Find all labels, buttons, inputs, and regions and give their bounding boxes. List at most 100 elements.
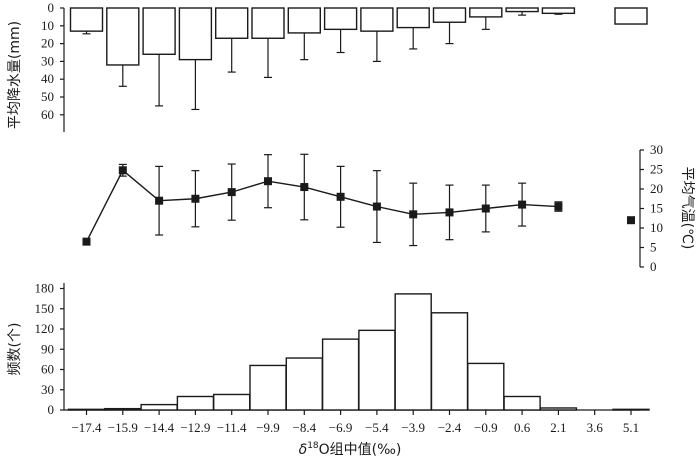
temperature-point xyxy=(336,192,345,201)
temperature-point xyxy=(372,202,381,211)
temperature-point xyxy=(118,166,127,175)
x-axis-title-superscript: 18 xyxy=(307,441,319,451)
precip-bar xyxy=(142,7,176,55)
frequency-bars xyxy=(67,293,650,411)
temperature-point xyxy=(554,202,563,211)
precip-bar xyxy=(614,7,648,25)
frequency-x-ticks: −17.4 −15.9 −14.4 −12.9 −11.4 −9.9 −8.4 −6.9 −5.… xyxy=(71,410,639,435)
temperature-y-tick-label: 15 xyxy=(650,201,663,216)
temperature-point xyxy=(627,216,635,225)
frequency-bar xyxy=(430,312,469,411)
precip-bar xyxy=(505,7,539,13)
temperature-point xyxy=(227,188,236,197)
temperature-point xyxy=(445,208,454,217)
frequency-x-tick-label: −5.4 xyxy=(365,420,389,435)
frequency-x-tick-label: −17.4 xyxy=(71,420,102,435)
precip-bar xyxy=(106,7,140,66)
temperature-point xyxy=(82,237,91,246)
precip-bar xyxy=(287,7,321,34)
temperature-markers xyxy=(82,166,635,246)
precip-y-tick-label: 30 xyxy=(41,53,54,68)
frequency-y-tick-label: 180 xyxy=(35,281,55,296)
frequency-bar xyxy=(321,338,360,411)
temperature-point xyxy=(409,210,418,219)
frequency-bar xyxy=(285,357,323,411)
temperature-point xyxy=(300,183,309,192)
frequency-x-tick-label: −9.9 xyxy=(256,420,280,435)
precip-y-ticks: 0 10 20 30 40 50 60 xyxy=(41,0,64,122)
frequency-bar xyxy=(67,408,106,411)
precip-bar xyxy=(360,7,394,32)
frequency-x-tick-label: −3.9 xyxy=(401,420,425,435)
precip-panel: 0 10 20 30 40 50 60 平均降水量(mm) xyxy=(7,0,648,132)
precip-bar xyxy=(214,7,249,39)
precip-bar xyxy=(69,7,104,32)
frequency-x-tick-label: −6.9 xyxy=(329,420,353,435)
frequency-x-tick-label: 2.1 xyxy=(550,420,566,435)
frequency-y-axis-title: 频数(个) xyxy=(7,323,23,376)
frequency-bar xyxy=(140,403,178,411)
frequency-y-ticks: 0 30 60 90 120 150 180 xyxy=(35,281,64,417)
temperature-point xyxy=(191,194,200,203)
frequency-x-tick-label: 5.1 xyxy=(623,420,639,435)
frequency-x-tick-label: −8.4 xyxy=(293,420,317,435)
temperature-y-tick-label: 30 xyxy=(650,142,663,157)
frequency-x-tick-label: −2.4 xyxy=(438,420,462,435)
frequency-x-tick-label: −12.9 xyxy=(180,420,210,435)
x-axis-title-rest: O组中值(‰) xyxy=(319,442,402,458)
precip-y-axis-title: 平均降水量(mm) xyxy=(7,21,23,129)
precip-bar xyxy=(396,7,430,29)
frequency-bar xyxy=(539,407,578,411)
frequency-x-tick-label: −15.9 xyxy=(108,420,138,435)
precip-y-tick-label: 10 xyxy=(41,18,54,33)
precip-bar xyxy=(469,7,503,18)
temperature-panel: 0 5 10 15 20 25 30 平均气温(℃) xyxy=(82,142,695,274)
frequency-y-tick-label: 120 xyxy=(35,321,55,336)
temperature-y-axis-title: 平均气温(℃) xyxy=(679,167,695,250)
frequency-bar xyxy=(249,364,287,411)
frequency-x-tick-label: −14.4 xyxy=(144,420,175,435)
frequency-y-tick-label: 0 xyxy=(48,402,55,417)
frequency-bar xyxy=(467,362,505,411)
temperature-y-tick-label: 0 xyxy=(650,259,657,274)
frequency-x-tick-label: −0.9 xyxy=(474,420,498,435)
temperature-y-tick-label: 20 xyxy=(650,181,663,196)
precip-y-tick-label: 20 xyxy=(41,36,54,51)
precip-bar xyxy=(251,7,285,39)
frequency-bar xyxy=(612,408,650,411)
frequency-bar xyxy=(176,395,215,411)
precip-bar xyxy=(178,7,213,61)
x-axis-title: δ18O组中值(‰) xyxy=(299,441,402,458)
precip-bars xyxy=(69,7,648,66)
frequency-bar xyxy=(503,395,541,411)
frequency-x-tick-label: 3.6 xyxy=(587,420,604,435)
frequency-x-tick-label: −11.4 xyxy=(217,420,247,435)
temperature-y-tick-label: 5 xyxy=(650,240,657,255)
frequency-y-tick-label: 150 xyxy=(35,301,55,316)
precip-error-bars xyxy=(82,11,563,111)
temperature-y-ticks: 0 5 10 15 20 25 30 xyxy=(640,142,663,274)
precip-y-tick-label: 60 xyxy=(41,107,54,122)
frequency-bar xyxy=(104,407,142,411)
frequency-y-tick-label: 90 xyxy=(41,341,54,356)
temperature-line xyxy=(85,169,559,242)
frequency-bar xyxy=(394,293,432,411)
precip-bar xyxy=(323,7,358,31)
frequency-bar xyxy=(358,329,396,411)
temperature-point xyxy=(518,200,527,209)
frequency-bar xyxy=(212,393,251,411)
temperature-y-tick-label: 10 xyxy=(650,220,663,235)
frequency-y-tick-label: 30 xyxy=(41,382,54,397)
temperature-point xyxy=(155,196,164,205)
precip-y-tick-label: 40 xyxy=(41,71,54,86)
temperature-error-bars xyxy=(82,153,563,247)
temperature-point xyxy=(264,177,272,186)
frequency-panel: 0 30 60 90 120 150 180 −17.4 −15.9 −14.4 −12.9 −11… xyxy=(7,281,650,458)
precip-y-tick-label: 0 xyxy=(48,0,55,15)
precip-bar xyxy=(541,7,576,15)
x-axis-title-symbol: δ xyxy=(299,442,308,458)
precip-y-tick-label: 50 xyxy=(41,89,54,104)
frequency-y-tick-label: 60 xyxy=(41,362,54,377)
temperature-y-tick-label: 25 xyxy=(650,162,663,177)
